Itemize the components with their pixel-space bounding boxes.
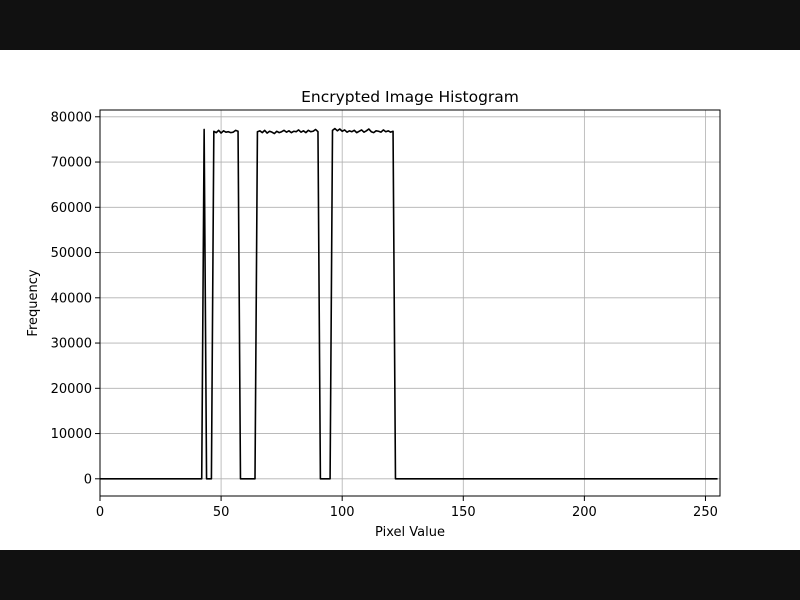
plot-frame [99, 109, 721, 497]
x-tick-label: 100 [330, 505, 355, 520]
y-tick-label: 10000 [51, 427, 92, 442]
y-tick-label: 80000 [51, 110, 92, 125]
x-axis-label: Pixel Value [375, 525, 445, 540]
chart-canvas: 0 50 100 150 200 250 0 10000 20000 30000 40000 5000… [0, 50, 800, 550]
x-tick-label: 50 [213, 505, 230, 520]
y-tick-label: 50000 [51, 246, 92, 261]
x-tick-label: 200 [572, 505, 597, 520]
chart-title: Encrypted Image Histogram [301, 88, 519, 106]
y-tick-label: 70000 [51, 156, 92, 171]
x-tick-label: 0 [96, 505, 104, 520]
grid-layer [99, 110, 720, 496]
y-tick-label: 60000 [51, 201, 92, 216]
histogram-chart: 0 50 100 150 200 250 0 10000 20000 30000 40000 5000… [26, 88, 721, 540]
x-tick-label: 150 [451, 505, 476, 520]
histogram-series-line [100, 127, 718, 480]
y-tick-label: 0 [84, 472, 92, 487]
y-tick-label: 20000 [51, 382, 92, 397]
tick-layer: 0 50 100 150 200 250 0 10000 20000 30000 40000 5000… [51, 110, 718, 520]
x-tick-label: 250 [693, 505, 718, 520]
y-axis-label: Frequency [26, 269, 41, 336]
series-layer [100, 127, 718, 480]
y-tick-label: 40000 [51, 291, 92, 306]
y-tick-label: 30000 [51, 337, 92, 352]
